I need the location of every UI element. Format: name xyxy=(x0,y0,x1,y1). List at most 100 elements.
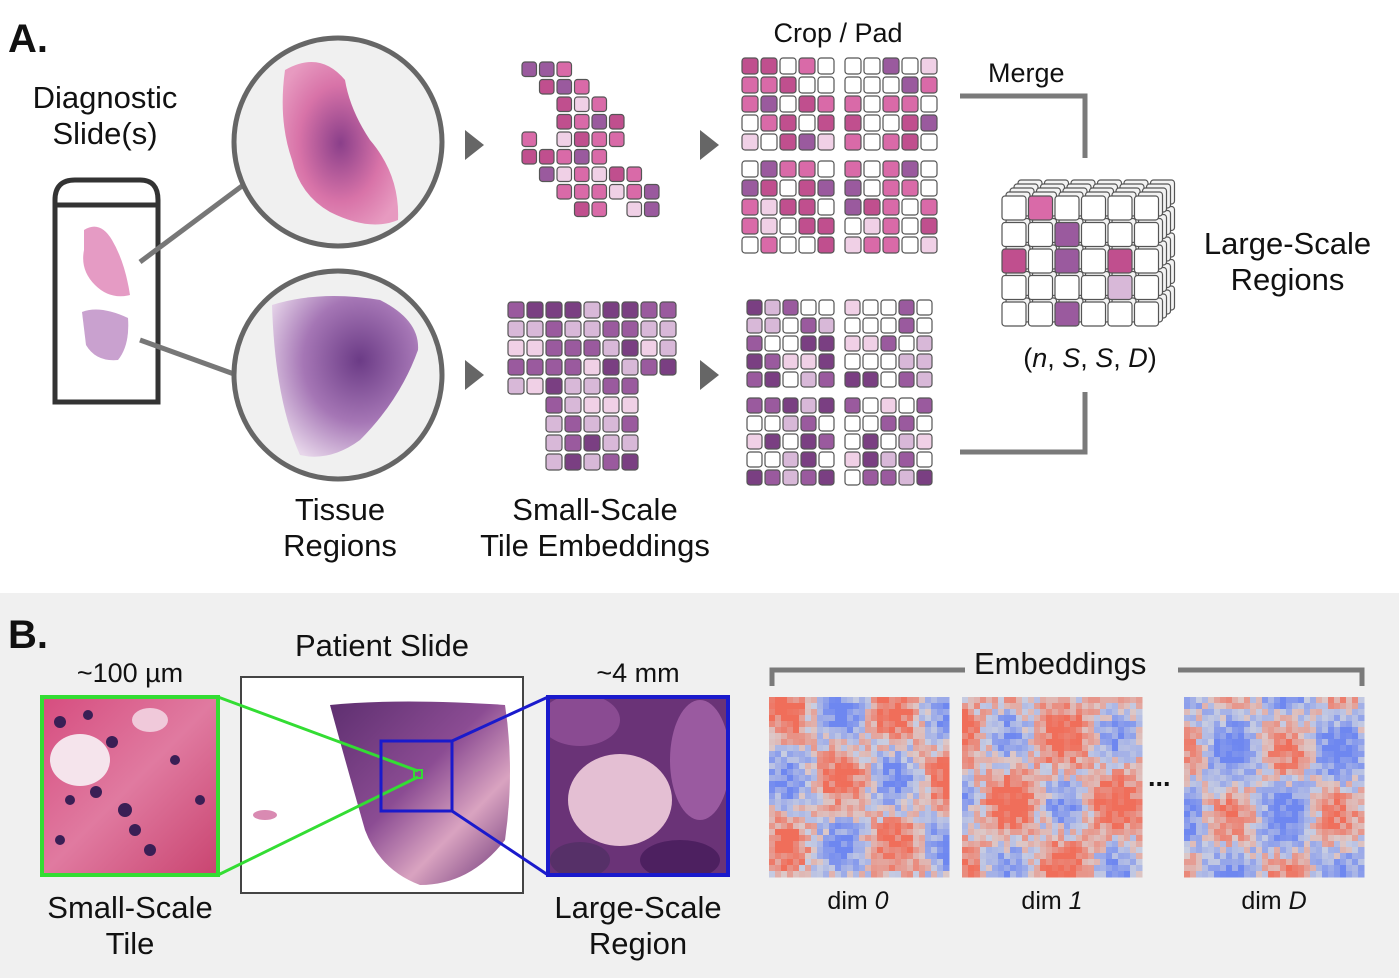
heatmap-cell xyxy=(1316,871,1323,878)
heatmap-cell xyxy=(853,835,860,842)
heatmap-cell xyxy=(1226,739,1233,746)
heatmap-cell xyxy=(1250,787,1257,794)
heatmap-cell xyxy=(1280,709,1287,716)
heatmap-cell xyxy=(974,775,981,782)
heatmap-cell xyxy=(799,805,806,812)
heatmap-cell xyxy=(907,781,914,788)
heatmap-cell xyxy=(889,697,896,704)
heatmap-cell xyxy=(1358,805,1365,812)
heatmap-cell xyxy=(853,841,860,848)
heatmap-cell xyxy=(889,775,896,782)
heatmap-cell xyxy=(1316,709,1323,716)
heatmap-cell xyxy=(1028,715,1035,722)
tile-scale-label: ~100 µm xyxy=(76,658,184,688)
heatmap-cell xyxy=(775,823,782,830)
heatmap-cell xyxy=(1034,757,1041,764)
heatmap-cell xyxy=(968,715,975,722)
tile-cell xyxy=(583,377,601,395)
heatmap-cell xyxy=(793,733,800,740)
heatmap-cell xyxy=(1058,847,1065,854)
heatmap-cell xyxy=(1256,709,1263,716)
heatmap-cell xyxy=(847,721,854,728)
heatmap-cell xyxy=(1202,745,1209,752)
tile-cell xyxy=(573,166,590,183)
heatmap-cell xyxy=(1094,835,1101,842)
heatmap-cell xyxy=(1076,835,1083,842)
heatmap-cell xyxy=(1070,703,1077,710)
heatmap-cell xyxy=(871,853,878,860)
heatmap-cell xyxy=(877,793,884,800)
heatmap-cell xyxy=(1202,865,1209,872)
heatmap-cell xyxy=(1340,709,1347,716)
heatmap-cell xyxy=(968,721,975,728)
heatmap-cell xyxy=(1274,703,1281,710)
heatmap-cell xyxy=(1106,847,1113,854)
heatmap-cell xyxy=(1286,787,1293,794)
heatmap-cell xyxy=(919,841,926,848)
heatmap-cell xyxy=(1196,775,1203,782)
heatmap-cell xyxy=(781,703,788,710)
heatmap-cell xyxy=(919,733,926,740)
heatmap-cell xyxy=(986,775,993,782)
heatmap-cell xyxy=(859,787,866,794)
heatmap-cell xyxy=(986,865,993,872)
heatmap-cell xyxy=(962,739,969,746)
heatmap-cell xyxy=(1196,757,1203,764)
heatmap-cell xyxy=(829,823,836,830)
heatmap-cell xyxy=(1262,823,1269,830)
heatmap-cell xyxy=(1334,697,1341,704)
cube-cell xyxy=(1027,274,1054,301)
heatmap-cell xyxy=(1034,709,1041,716)
tile-cell xyxy=(764,299,781,316)
heatmap-cell xyxy=(1340,775,1347,782)
heatmap-cell xyxy=(937,823,944,830)
heatmap-cell xyxy=(1238,739,1245,746)
heatmap-cell xyxy=(1358,739,1365,746)
heatmap-cell xyxy=(1052,853,1059,860)
heatmap-cell xyxy=(931,745,938,752)
tile-cell xyxy=(583,339,601,357)
heatmap-cell xyxy=(919,799,926,806)
heatmap-cell xyxy=(871,805,878,812)
tile-cell xyxy=(746,335,763,352)
tile-cell xyxy=(898,415,915,432)
heatmap-cell xyxy=(968,727,975,734)
heatmap-cell xyxy=(1112,787,1119,794)
heatmap-cell xyxy=(1196,739,1203,746)
heatmap-cell xyxy=(1316,799,1323,806)
heatmap-cell xyxy=(1136,787,1143,794)
heatmap-cell xyxy=(1016,739,1023,746)
heatmap-cell xyxy=(1268,847,1275,854)
heatmap-cell xyxy=(1100,805,1107,812)
heatmap-cell xyxy=(1010,715,1017,722)
heatmap-cell xyxy=(1286,781,1293,788)
tile-cell xyxy=(640,320,658,338)
heatmap-cell xyxy=(1184,805,1191,812)
heatmap-cell xyxy=(1244,727,1251,734)
heatmap-cell xyxy=(1124,853,1131,860)
heatmap-cell xyxy=(986,703,993,710)
heatmap-cell xyxy=(781,859,788,866)
heatmap-cell xyxy=(1022,745,1029,752)
heatmap-cell xyxy=(1028,703,1035,710)
heatmap-cell xyxy=(1010,739,1017,746)
tissue-fragment xyxy=(253,810,277,820)
tile-cell xyxy=(882,76,900,94)
heatmap-cell xyxy=(769,715,776,722)
heatmap-cell xyxy=(823,757,830,764)
heatmap-cell xyxy=(1256,823,1263,830)
heatmap-cell xyxy=(974,697,981,704)
tile-cell xyxy=(844,217,862,235)
heatmap-cell xyxy=(889,733,896,740)
heatmap-cell xyxy=(829,721,836,728)
heatmap-cell xyxy=(1034,781,1041,788)
heatmap-cell xyxy=(883,745,890,752)
heatmap-cell xyxy=(1238,697,1245,704)
heatmap-cell xyxy=(1250,769,1257,776)
heatmap-cell xyxy=(901,829,908,836)
heatmap-cell xyxy=(1214,697,1221,704)
tile-cell xyxy=(916,335,933,352)
heatmap-cell xyxy=(1292,763,1299,770)
heatmap-cell xyxy=(835,727,842,734)
heatmap-cell xyxy=(1196,697,1203,704)
